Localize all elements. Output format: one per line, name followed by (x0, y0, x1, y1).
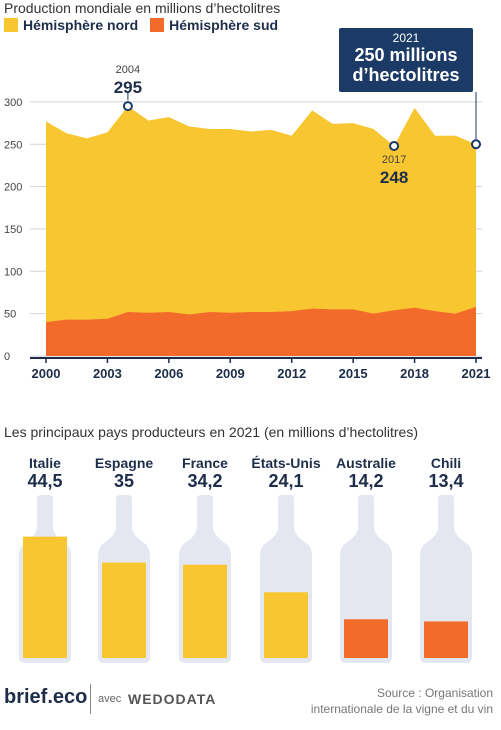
annotation-2004-year: 2004 (116, 64, 140, 76)
bottle-fill (344, 619, 388, 658)
legend: Hémisphère nord Hémisphère sud (4, 17, 286, 33)
y-tick-label: 150 (4, 224, 22, 236)
y-tick-label: 250 (4, 139, 22, 151)
bottle-3 (260, 495, 312, 663)
annotation-2017-value: 248 (380, 168, 408, 187)
y-tick-label: 100 (4, 266, 22, 278)
chart-title: Production mondiale en millions d’hectol… (4, 0, 281, 16)
y-tick-label: 0 (4, 351, 10, 363)
series-area-nord (46, 106, 476, 356)
annotation-2021-marker (471, 139, 481, 150)
series-area-sud (46, 306, 476, 356)
annotation-2017-marker (389, 140, 400, 151)
country-name: Chili (430, 455, 462, 471)
source-line-2: internationale de la vigne et du vin (310, 702, 493, 716)
country-name: France (182, 455, 228, 471)
y-tick-label: 50 (4, 309, 16, 321)
country-1: Espagne 35 (84, 455, 164, 492)
callout-2021: 2021 250 millions d’hectolitres (339, 28, 473, 92)
annotation-2004-marker (122, 101, 133, 112)
bottle-shape (420, 495, 472, 663)
bottles-title: Les principaux pays producteurs en 2021 … (4, 424, 418, 440)
bottle-fill (424, 621, 468, 658)
bottle-1 (98, 495, 150, 663)
callout-line2: d’hectolitres (352, 65, 460, 85)
bottle-0 (19, 495, 71, 663)
country-value: 13,4 (428, 471, 464, 491)
bottle-fill (264, 592, 308, 658)
country-value: 44,5 (27, 471, 63, 491)
country-4: Australie 14,2 (326, 455, 406, 492)
source-line-1: Source : Organisation (376, 686, 493, 700)
country-name: Australie (336, 455, 396, 471)
legend-item-nord: Hémisphère nord (4, 17, 138, 33)
y-tick-label: 200 (4, 182, 22, 194)
country-3: États-Unis 24,1 (246, 455, 326, 492)
country-value: 34,2 (187, 471, 223, 491)
legend-label-sud: Hémisphère sud (169, 17, 279, 33)
bottle-fill (183, 564, 227, 658)
annotation-2017-year: 2017 (382, 154, 406, 166)
legend-swatch-nord (4, 18, 18, 32)
legend-swatch-sud (150, 18, 165, 32)
area-chart: 0 50 100 150 200 250 300 2000 2003 2006 2009 2012 20… (4, 64, 491, 381)
brief-eco-logo: brief.eco (4, 686, 88, 708)
country-value: 35 (113, 471, 135, 491)
footer-avec: avec (98, 693, 122, 705)
annotation-2004-value: 295 (114, 78, 142, 97)
country-value: 24,1 (268, 471, 304, 491)
x-tick-label: 2009 (216, 366, 245, 381)
country-2: France 34,2 (165, 455, 245, 492)
country-0: Italie 44,5 (5, 455, 85, 492)
legend-label-nord: Hémisphère nord (23, 17, 139, 33)
bottle-fill (23, 536, 67, 658)
country-value: 14,2 (348, 471, 384, 491)
bottle-fill (102, 562, 146, 658)
legend-item-sud: Hémisphère sud (150, 17, 278, 33)
wedodata-logo: WEDODATA (128, 691, 217, 707)
bottle-2 (179, 495, 231, 663)
y-tick-label: 300 (4, 97, 22, 109)
source-note: Source : Organisation internationale de … (311, 685, 493, 717)
country-name: Espagne (94, 455, 154, 471)
country-5: Chili 13,4 (406, 455, 486, 492)
x-tick-label: 2021 (462, 366, 491, 381)
bottle-4 (340, 495, 392, 663)
x-tick-label: 2012 (277, 366, 306, 381)
bottle-5 (420, 495, 472, 663)
callout-year: 2021 (392, 31, 420, 45)
country-name: Italie (29, 455, 61, 471)
x-tick-label: 2000 (32, 366, 61, 381)
x-tick-label: 2018 (400, 366, 429, 381)
footer-divider (90, 684, 91, 714)
x-tick-label: 2006 (154, 366, 183, 381)
x-tick-label: 2015 (339, 366, 368, 381)
country-name: États-Unis (251, 455, 321, 471)
callout-line1: 250 millions (354, 45, 458, 65)
x-tick-label: 2003 (93, 366, 122, 381)
